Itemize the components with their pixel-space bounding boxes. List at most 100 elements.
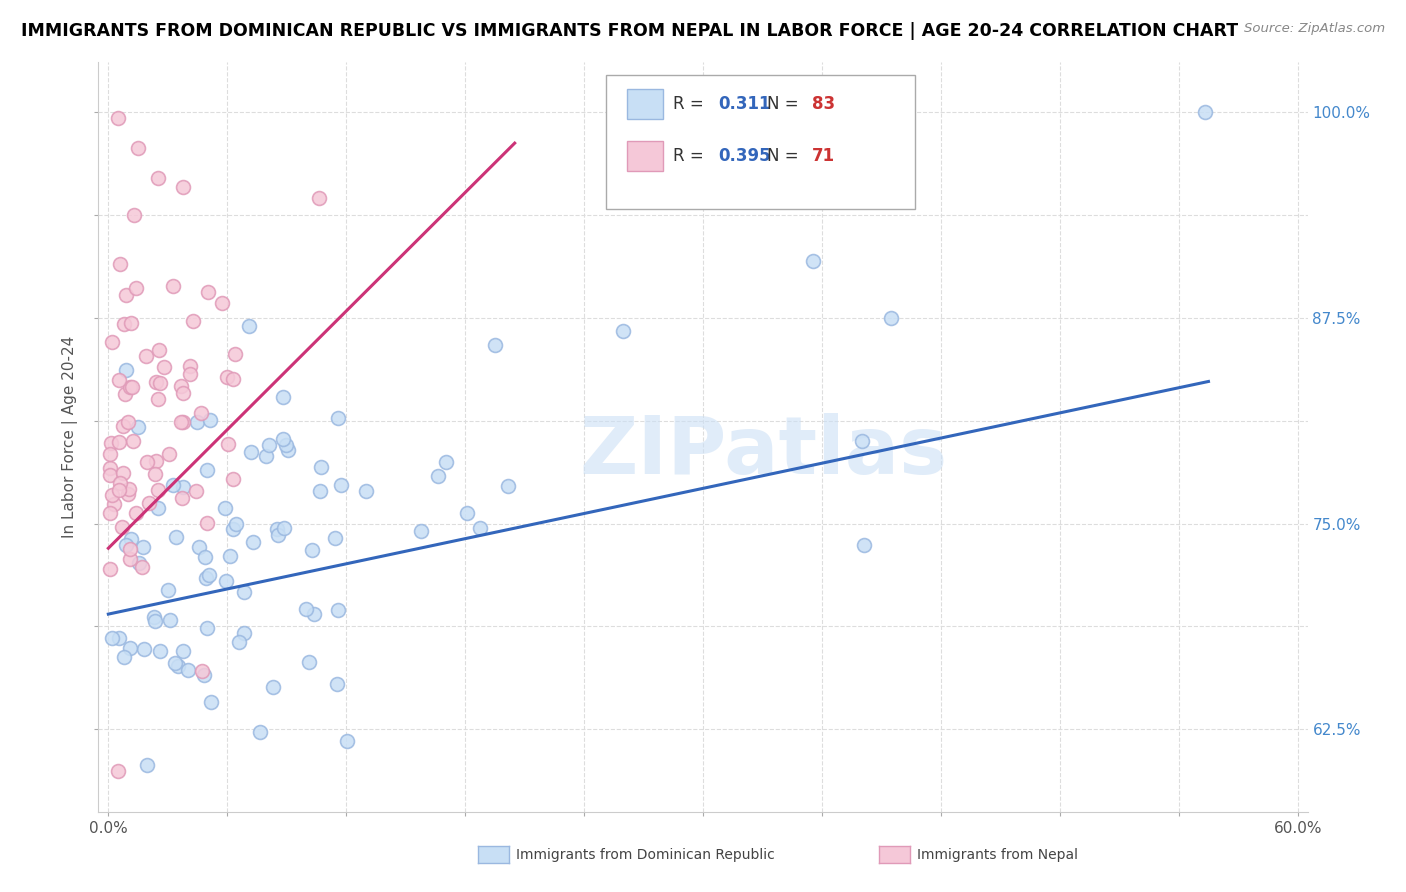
Point — [135, 454, 157, 468]
Point — [112, 650, 135, 665]
Point — [409, 524, 432, 539]
Point — [195, 571, 218, 585]
Point — [179, 367, 201, 381]
Point — [134, 642, 156, 657]
Point — [157, 446, 180, 460]
Point — [215, 369, 238, 384]
Text: IMMIGRANTS FROM DOMINICAN REPUBLIC VS IMMIGRANTS FROM NEPAL IN LABOR FORCE | AGE: IMMIGRANTS FROM DOMINICAN REPUBLIC VS IM… — [21, 22, 1239, 40]
Point — [115, 538, 138, 552]
Point — [238, 318, 260, 333]
Point — [336, 733, 359, 747]
Point — [232, 585, 254, 599]
Point — [276, 438, 298, 452]
Point — [145, 376, 167, 390]
Point — [118, 482, 141, 496]
Point — [612, 324, 634, 338]
Point — [191, 664, 214, 678]
Point — [468, 521, 491, 535]
Point — [330, 478, 353, 492]
Point — [117, 487, 139, 501]
Point — [224, 347, 246, 361]
Point — [169, 379, 191, 393]
Text: Immigrants from Dominican Republic: Immigrants from Dominican Republic — [516, 847, 775, 862]
Point — [111, 520, 134, 534]
Point — [115, 287, 138, 301]
Text: 0.311: 0.311 — [718, 95, 772, 112]
Point — [112, 318, 135, 332]
Point — [108, 483, 131, 497]
Point — [172, 415, 194, 429]
Point — [100, 461, 122, 475]
Point — [107, 112, 129, 126]
Point — [120, 532, 142, 546]
Point — [179, 359, 201, 373]
Point — [354, 484, 377, 499]
Point — [328, 411, 350, 425]
Point — [434, 455, 457, 469]
Point — [117, 415, 139, 429]
Point — [186, 484, 208, 499]
Point — [145, 454, 167, 468]
Point — [222, 473, 245, 487]
Text: Source: ZipAtlas.com: Source: ZipAtlas.com — [1244, 22, 1385, 36]
Point — [880, 310, 903, 325]
Point — [266, 528, 288, 542]
Point — [143, 609, 166, 624]
Point — [309, 459, 332, 474]
Point — [194, 549, 217, 564]
Point — [98, 467, 121, 482]
Point — [214, 500, 236, 515]
Point — [195, 621, 218, 635]
Text: N =: N = — [768, 147, 799, 165]
Point — [148, 392, 170, 407]
Point — [143, 614, 166, 628]
FancyBboxPatch shape — [606, 75, 915, 209]
Point — [193, 667, 215, 681]
Point — [217, 436, 239, 450]
Point — [187, 540, 209, 554]
Point — [308, 191, 330, 205]
Point — [242, 535, 264, 549]
Point — [120, 641, 142, 656]
Text: Immigrants from Nepal: Immigrants from Nepal — [917, 847, 1078, 862]
Point — [125, 281, 148, 295]
Point — [172, 386, 194, 401]
Point — [496, 479, 519, 493]
Point — [135, 350, 157, 364]
Point — [326, 603, 349, 617]
Text: R =: R = — [672, 95, 703, 112]
Point — [162, 279, 184, 293]
Point — [108, 632, 131, 646]
Point — [225, 517, 247, 532]
Point — [98, 447, 121, 461]
Point — [851, 434, 873, 449]
Point — [218, 549, 240, 564]
Point — [146, 170, 169, 185]
Bar — [627, 88, 664, 119]
Point — [262, 680, 284, 694]
Point — [108, 476, 131, 491]
Point — [181, 313, 204, 327]
Point — [801, 254, 824, 268]
Point — [426, 468, 449, 483]
Point — [159, 613, 181, 627]
Point — [121, 379, 143, 393]
Point — [148, 483, 170, 498]
Point — [127, 141, 149, 155]
Point — [266, 522, 288, 536]
Point — [148, 343, 170, 357]
Point — [125, 506, 148, 520]
Point — [232, 626, 254, 640]
Point — [170, 415, 193, 429]
Point — [254, 449, 277, 463]
Y-axis label: In Labor Force | Age 20-24: In Labor Force | Age 20-24 — [62, 336, 79, 538]
Point — [271, 390, 294, 404]
Point — [186, 416, 208, 430]
Point — [197, 285, 219, 300]
Point — [157, 582, 180, 597]
Point — [172, 480, 194, 494]
Point — [165, 656, 187, 670]
Point — [172, 180, 194, 194]
Point — [271, 432, 294, 446]
Point — [103, 497, 125, 511]
